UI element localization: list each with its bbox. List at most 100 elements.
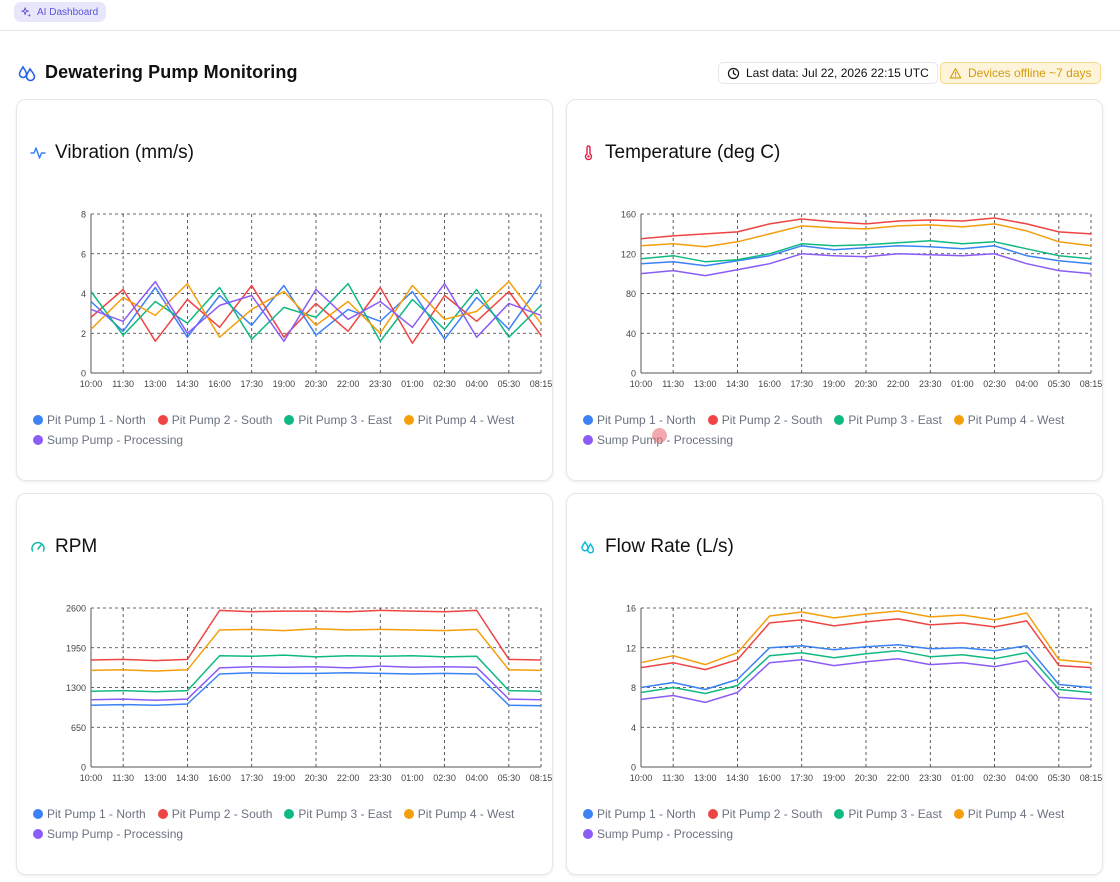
y-tick-label: 0 (81, 369, 86, 379)
legend-dot (583, 415, 593, 425)
x-tick-label: 04:00 (465, 773, 488, 783)
mouse-cursor (652, 428, 667, 443)
sparkles-icon (21, 6, 32, 17)
vibration-card: Vibration (mm/s) 0 2 4 6 8 10:00 11:30 13:00 14:… (16, 99, 553, 481)
x-tick-label: 19:00 (823, 773, 846, 783)
y-tick-label: 1300 (66, 683, 86, 693)
legend-label: Pit Pump 2 - South (721, 807, 823, 821)
legend-item[interactable]: Pit Pump 1 - North (583, 413, 696, 427)
legend-label: Pit Pump 4 - West (417, 413, 515, 427)
x-tick-label: 16:00 (208, 379, 231, 389)
legend-item[interactable]: Sump Pump - Processing (583, 827, 733, 841)
legend-label: Pit Pump 4 - West (967, 807, 1065, 821)
legend-item[interactable]: Pit Pump 3 - East (284, 807, 392, 821)
page-title-block: Dewatering Pump Monitoring (17, 62, 298, 83)
series-line-1 (640, 644, 1092, 691)
series-line-4 (90, 280, 542, 338)
legend-item[interactable]: Pit Pump 4 - West (953, 413, 1064, 427)
droplets-icon (18, 65, 36, 81)
clock-icon (727, 67, 740, 79)
legend-item[interactable]: Pit Pump 4 - West (403, 807, 514, 821)
flow-rate-legend: Pit Pump 1 - North Pit Pump 2 - South Pit … (583, 807, 1093, 841)
last-data-text: Last data: Jul 22, 2026 22:15 UTC (746, 66, 929, 80)
legend-label: Pit Pump 3 - East (848, 413, 942, 427)
series-line-5 (640, 657, 1092, 704)
x-tick-label: 22:00 (887, 773, 910, 783)
legend-item[interactable]: Sump Pump - Processing (33, 827, 183, 841)
y-tick-label: 40 (626, 329, 636, 339)
legend-label: Pit Pump 3 - East (848, 807, 942, 821)
legend-dot (403, 809, 414, 819)
y-tick-label: 650 (71, 723, 86, 733)
y-tick-label: 4 (631, 723, 636, 733)
series-line-3 (640, 240, 1092, 263)
x-tick-label: 14:30 (726, 773, 749, 783)
x-tick-label: 17:30 (790, 379, 813, 389)
legend-item[interactable]: Pit Pump 4 - West (403, 413, 515, 427)
legend-item[interactable]: Pit Pump 2 - South (157, 807, 272, 821)
series-line-4 (90, 628, 542, 672)
legend-dot (834, 809, 845, 819)
series-line-4 (640, 223, 1092, 248)
series-line-4 (640, 610, 1092, 666)
x-tick-label: 20:30 (855, 773, 878, 783)
x-tick-label: 11:30 (662, 379, 684, 389)
y-tick-label: 80 (626, 289, 636, 299)
legend-label: Pit Pump 1 - North (47, 413, 146, 427)
x-tick-label: 17:30 (240, 773, 263, 783)
y-tick-label: 160 (621, 210, 636, 220)
x-tick-label: 11:30 (112, 773, 134, 783)
y-tick-label: 12 (626, 643, 636, 653)
ai-dashboard-button[interactable]: AI Dashboard (14, 2, 107, 22)
legend-item[interactable]: Pit Pump 4 - West (953, 807, 1065, 821)
x-tick-label: 23:30 (919, 773, 942, 783)
temperature-chart: 0 40 80 120 160 10:00 11:30 13:00 14:30 16:00 17:3… (621, 210, 1102, 390)
series-line-2 (640, 217, 1092, 240)
legend-item[interactable]: Pit Pump 1 - North (33, 413, 146, 427)
y-tick-label: 1950 (66, 643, 86, 653)
vibration-legend: Pit Pump 1 - North Pit Pump 2 - South Pit … (33, 413, 543, 447)
legend-item[interactable]: Pit Pump 3 - East (284, 413, 392, 427)
x-tick-label: 13:00 (694, 773, 717, 783)
x-tick-label: 05:30 (1048, 773, 1071, 783)
x-tick-label: 01:00 (951, 773, 974, 783)
x-tick-label: 14:30 (726, 379, 749, 389)
y-tick-label: 8 (81, 210, 86, 220)
legend-item[interactable]: Sump Pump - Processing (33, 433, 183, 447)
vibration-chart: 0 2 4 6 8 10:00 11:30 13:00 14:30 16:00 17:30 19:00… (80, 210, 553, 390)
legend-dot (157, 415, 168, 425)
legend-item[interactable]: Pit Pump 3 - East (834, 807, 942, 821)
legend-item[interactable]: Pit Pump 2 - South (707, 413, 822, 427)
legend-item[interactable]: Pit Pump 3 - East (834, 413, 942, 427)
droplets-icon (581, 540, 595, 554)
x-tick-label: 19:00 (273, 773, 296, 783)
legend-item[interactable]: Pit Pump 2 - South (157, 413, 272, 427)
y-tick-label: 0 (631, 763, 636, 773)
legend-item[interactable]: Pit Pump 1 - North (583, 807, 696, 821)
rpm-legend: Pit Pump 1 - North Pit Pump 2 - South Pit … (33, 807, 543, 841)
series-line-2 (640, 618, 1092, 671)
x-tick-label: 05:30 (498, 379, 521, 389)
x-tick-label: 04:00 (465, 379, 488, 389)
legend-item[interactable]: Pit Pump 1 - North (33, 807, 146, 821)
x-tick-label: 04:00 (1015, 773, 1038, 783)
devices-offline-text: Devices offline ~7 days (968, 66, 1092, 80)
legend-label: Sump Pump - Processing (597, 827, 734, 841)
x-tick-label: 02:30 (983, 773, 1006, 783)
x-tick-label: 17:30 (790, 773, 813, 783)
x-tick-label: 10:00 (630, 379, 653, 389)
series-line-5 (640, 253, 1092, 277)
y-tick-label: 16 (626, 604, 636, 614)
x-tick-label: 19:00 (823, 379, 846, 389)
series-line-3 (90, 654, 542, 693)
legend-label: Pit Pump 3 - East (298, 807, 392, 821)
series-line-1 (90, 672, 542, 707)
legend-dot (284, 809, 295, 819)
x-tick-label: 08:15 (1080, 773, 1103, 783)
rpm-card-title: RPM (55, 536, 98, 557)
x-tick-label: 13:00 (144, 773, 167, 783)
x-tick-label: 11:30 (112, 379, 134, 389)
x-tick-label: 14:30 (176, 773, 199, 783)
legend-item[interactable]: Pit Pump 2 - South (707, 807, 823, 821)
gauge-icon (31, 541, 45, 552)
